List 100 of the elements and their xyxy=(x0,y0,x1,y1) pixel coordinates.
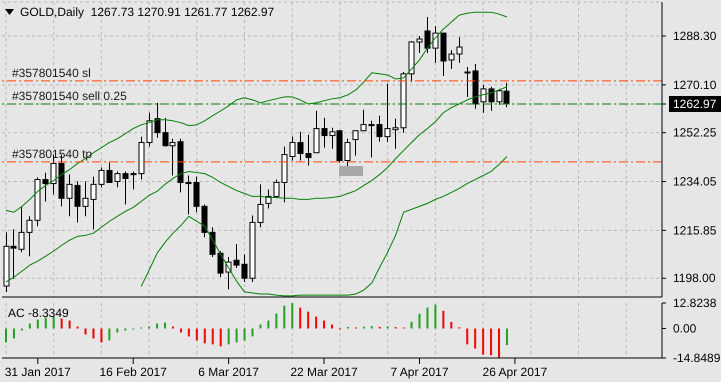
candlestick xyxy=(360,109,366,132)
candlestick xyxy=(448,50,454,70)
bar xyxy=(426,308,428,328)
bar xyxy=(418,314,420,328)
candlestick xyxy=(130,170,136,190)
x-tick-label: 6 Mar 2017 xyxy=(198,365,260,379)
candlestick xyxy=(352,130,358,156)
bar xyxy=(196,328,198,340)
candlestick xyxy=(74,180,80,223)
bar xyxy=(36,320,39,328)
bar xyxy=(259,324,262,328)
candlestick xyxy=(416,36,422,54)
candlestick xyxy=(98,166,104,188)
bar xyxy=(204,328,206,344)
candlestick xyxy=(122,170,128,205)
chart-title: GOLD,Daily 1267.73 1270.91 1261.77 1262.97 xyxy=(20,5,274,19)
bar xyxy=(434,304,436,328)
bar xyxy=(52,316,55,328)
bar xyxy=(164,322,166,328)
x-tick-label: 7 Apr 2017 xyxy=(390,365,449,379)
bar xyxy=(244,328,246,340)
bar xyxy=(5,328,7,342)
candlestick xyxy=(424,16,430,54)
candlestick xyxy=(90,176,96,230)
bar xyxy=(291,303,294,328)
candlestick xyxy=(82,180,88,217)
y-tick-label: 0.00 xyxy=(673,321,697,336)
x-tick-label: 26 Apr 2017 xyxy=(482,365,548,379)
candlestick xyxy=(392,118,398,150)
candlestick xyxy=(210,226,216,258)
bar xyxy=(275,314,278,328)
bar xyxy=(212,328,214,344)
x-tick-label: 16 Feb 2017 xyxy=(100,365,168,379)
bar xyxy=(315,316,318,328)
bar xyxy=(450,322,452,328)
bar xyxy=(331,324,334,328)
bar xyxy=(60,318,63,328)
bar xyxy=(283,306,286,328)
candlestick xyxy=(376,115,382,142)
x-tick-label: 22 Mar 2017 xyxy=(290,365,358,379)
candlestick xyxy=(432,26,438,64)
y-tick-label: 12.8238 xyxy=(673,296,717,310)
bar xyxy=(410,322,413,328)
y-tick-label: 1215.85 xyxy=(673,223,717,238)
bar xyxy=(92,328,94,338)
bar xyxy=(156,324,158,328)
ref-line-label: #357801540 sl xyxy=(12,66,91,80)
ref-line-label: #357801540 tp xyxy=(12,146,92,161)
bar xyxy=(267,320,270,328)
bar xyxy=(482,328,484,355)
candlestick xyxy=(266,188,272,209)
bar xyxy=(108,328,110,340)
candlestick xyxy=(18,206,24,253)
candlestick xyxy=(218,250,224,278)
bar xyxy=(498,328,500,358)
bar xyxy=(12,328,15,338)
candlestick xyxy=(234,244,240,269)
candlestick xyxy=(298,131,304,161)
bar xyxy=(100,328,102,342)
candlestick xyxy=(42,172,48,202)
candlestick xyxy=(194,176,200,213)
candlestick xyxy=(488,86,494,112)
candlestick xyxy=(242,254,248,282)
candlestick xyxy=(456,36,462,64)
bar xyxy=(44,318,47,328)
chart-title: AC -8.3349 xyxy=(8,306,69,320)
bar xyxy=(466,328,468,344)
candlestick xyxy=(154,102,160,138)
bar xyxy=(474,328,476,349)
candlestick xyxy=(306,134,312,166)
candlestick xyxy=(464,66,470,98)
bar xyxy=(236,328,238,342)
candlestick xyxy=(480,84,486,114)
y-tick-label: 1288.30 xyxy=(673,29,717,44)
candlestick xyxy=(146,112,152,148)
bar xyxy=(490,328,492,356)
bar xyxy=(188,328,190,336)
y-tick-label: 1234.05 xyxy=(673,174,717,189)
bar xyxy=(84,328,87,334)
bar xyxy=(442,310,444,328)
ref-line-label: #357801540 sell 0.25 xyxy=(12,88,128,103)
bar xyxy=(180,328,182,332)
candlestick xyxy=(344,138,350,168)
candlestick xyxy=(66,174,72,217)
candlestick xyxy=(384,83,390,142)
x-tick-label: 31 Jan 2017 xyxy=(4,365,72,379)
candlestick xyxy=(368,120,374,158)
bar xyxy=(323,320,326,328)
bar xyxy=(68,320,71,328)
candlestick xyxy=(186,175,192,215)
bar xyxy=(116,328,118,332)
candlestick xyxy=(322,117,328,148)
y-tick-label: -14.8489 xyxy=(673,351,721,365)
candlestick xyxy=(290,136,296,161)
bar xyxy=(220,328,222,346)
y-tick-label: 1252.25 xyxy=(673,126,717,140)
bar xyxy=(252,328,254,336)
candlestick xyxy=(258,184,264,228)
bar xyxy=(307,312,310,328)
candlestick xyxy=(106,162,112,183)
